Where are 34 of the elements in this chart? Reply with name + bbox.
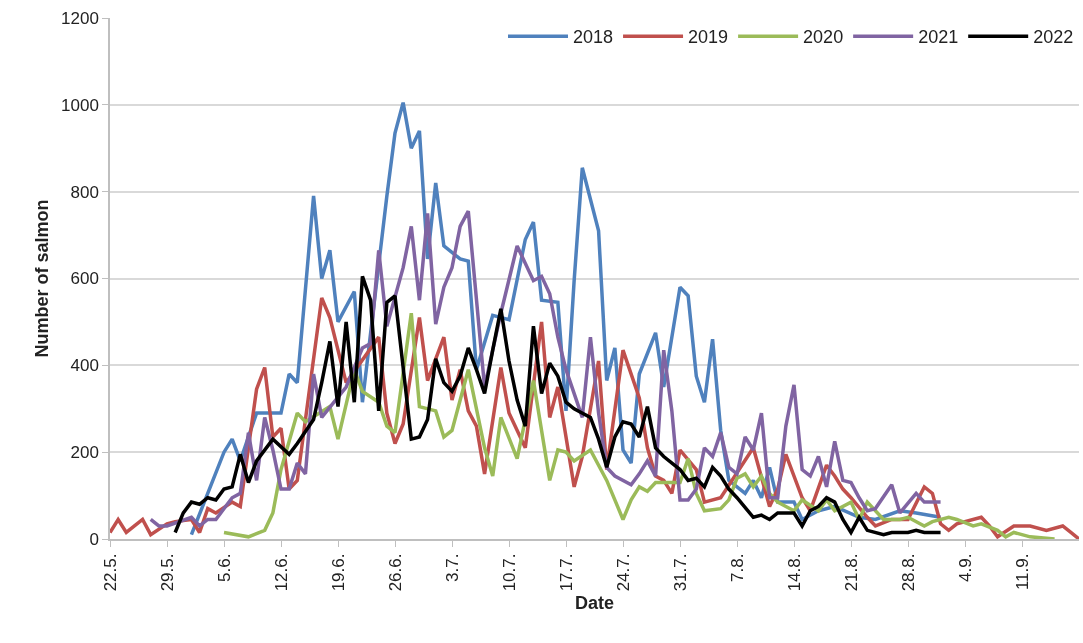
y-tick-label: 1000 bbox=[61, 95, 99, 115]
y-tick-label: 0 bbox=[89, 529, 99, 549]
y-tick-label: 200 bbox=[70, 443, 99, 463]
y-tick-label: 1200 bbox=[61, 8, 99, 28]
line-series bbox=[173, 274, 943, 537]
x-tick-label: 10.7. bbox=[499, 553, 519, 592]
legend-label: 2020 bbox=[803, 27, 844, 48]
legend-label: 2021 bbox=[918, 27, 959, 48]
x-axis-title: Date bbox=[574, 592, 615, 613]
legend-label: 2019 bbox=[688, 27, 729, 48]
line-series bbox=[148, 209, 943, 528]
legend-label: 2022 bbox=[1033, 27, 1074, 48]
y-tick-label: 600 bbox=[70, 269, 99, 289]
x-tick-label: 3.7. bbox=[442, 553, 462, 582]
x-tick-label: 14.8. bbox=[784, 553, 804, 592]
x-tick-label: 17.7. bbox=[556, 553, 576, 592]
x-tick-label: 21.8. bbox=[841, 553, 861, 592]
x-tick-label: 31.7. bbox=[670, 553, 690, 592]
x-tick-label: 4.9. bbox=[955, 553, 975, 582]
x-tick-label: 26.6. bbox=[385, 553, 405, 592]
y-axis-title: Number of salmon bbox=[31, 199, 52, 358]
legend-label: 2018 bbox=[573, 27, 614, 48]
x-tick-label: 28.8. bbox=[898, 553, 918, 592]
x-tick-label: 22.5. bbox=[100, 553, 120, 592]
x-tick-label: 29.5. bbox=[157, 553, 177, 592]
y-tick-label: 400 bbox=[70, 356, 99, 376]
x-tick-label: 5.6. bbox=[214, 553, 234, 582]
x-tick-label: 12.6. bbox=[271, 553, 291, 592]
x-tick-label: 24.7. bbox=[613, 553, 633, 592]
line-series bbox=[222, 311, 1057, 539]
x-tick-label: 7.8. bbox=[727, 553, 747, 582]
y-tick-label: 800 bbox=[70, 182, 99, 202]
x-tick-label: 19.6. bbox=[328, 553, 348, 592]
x-tick-label: 11.9. bbox=[1012, 553, 1032, 591]
